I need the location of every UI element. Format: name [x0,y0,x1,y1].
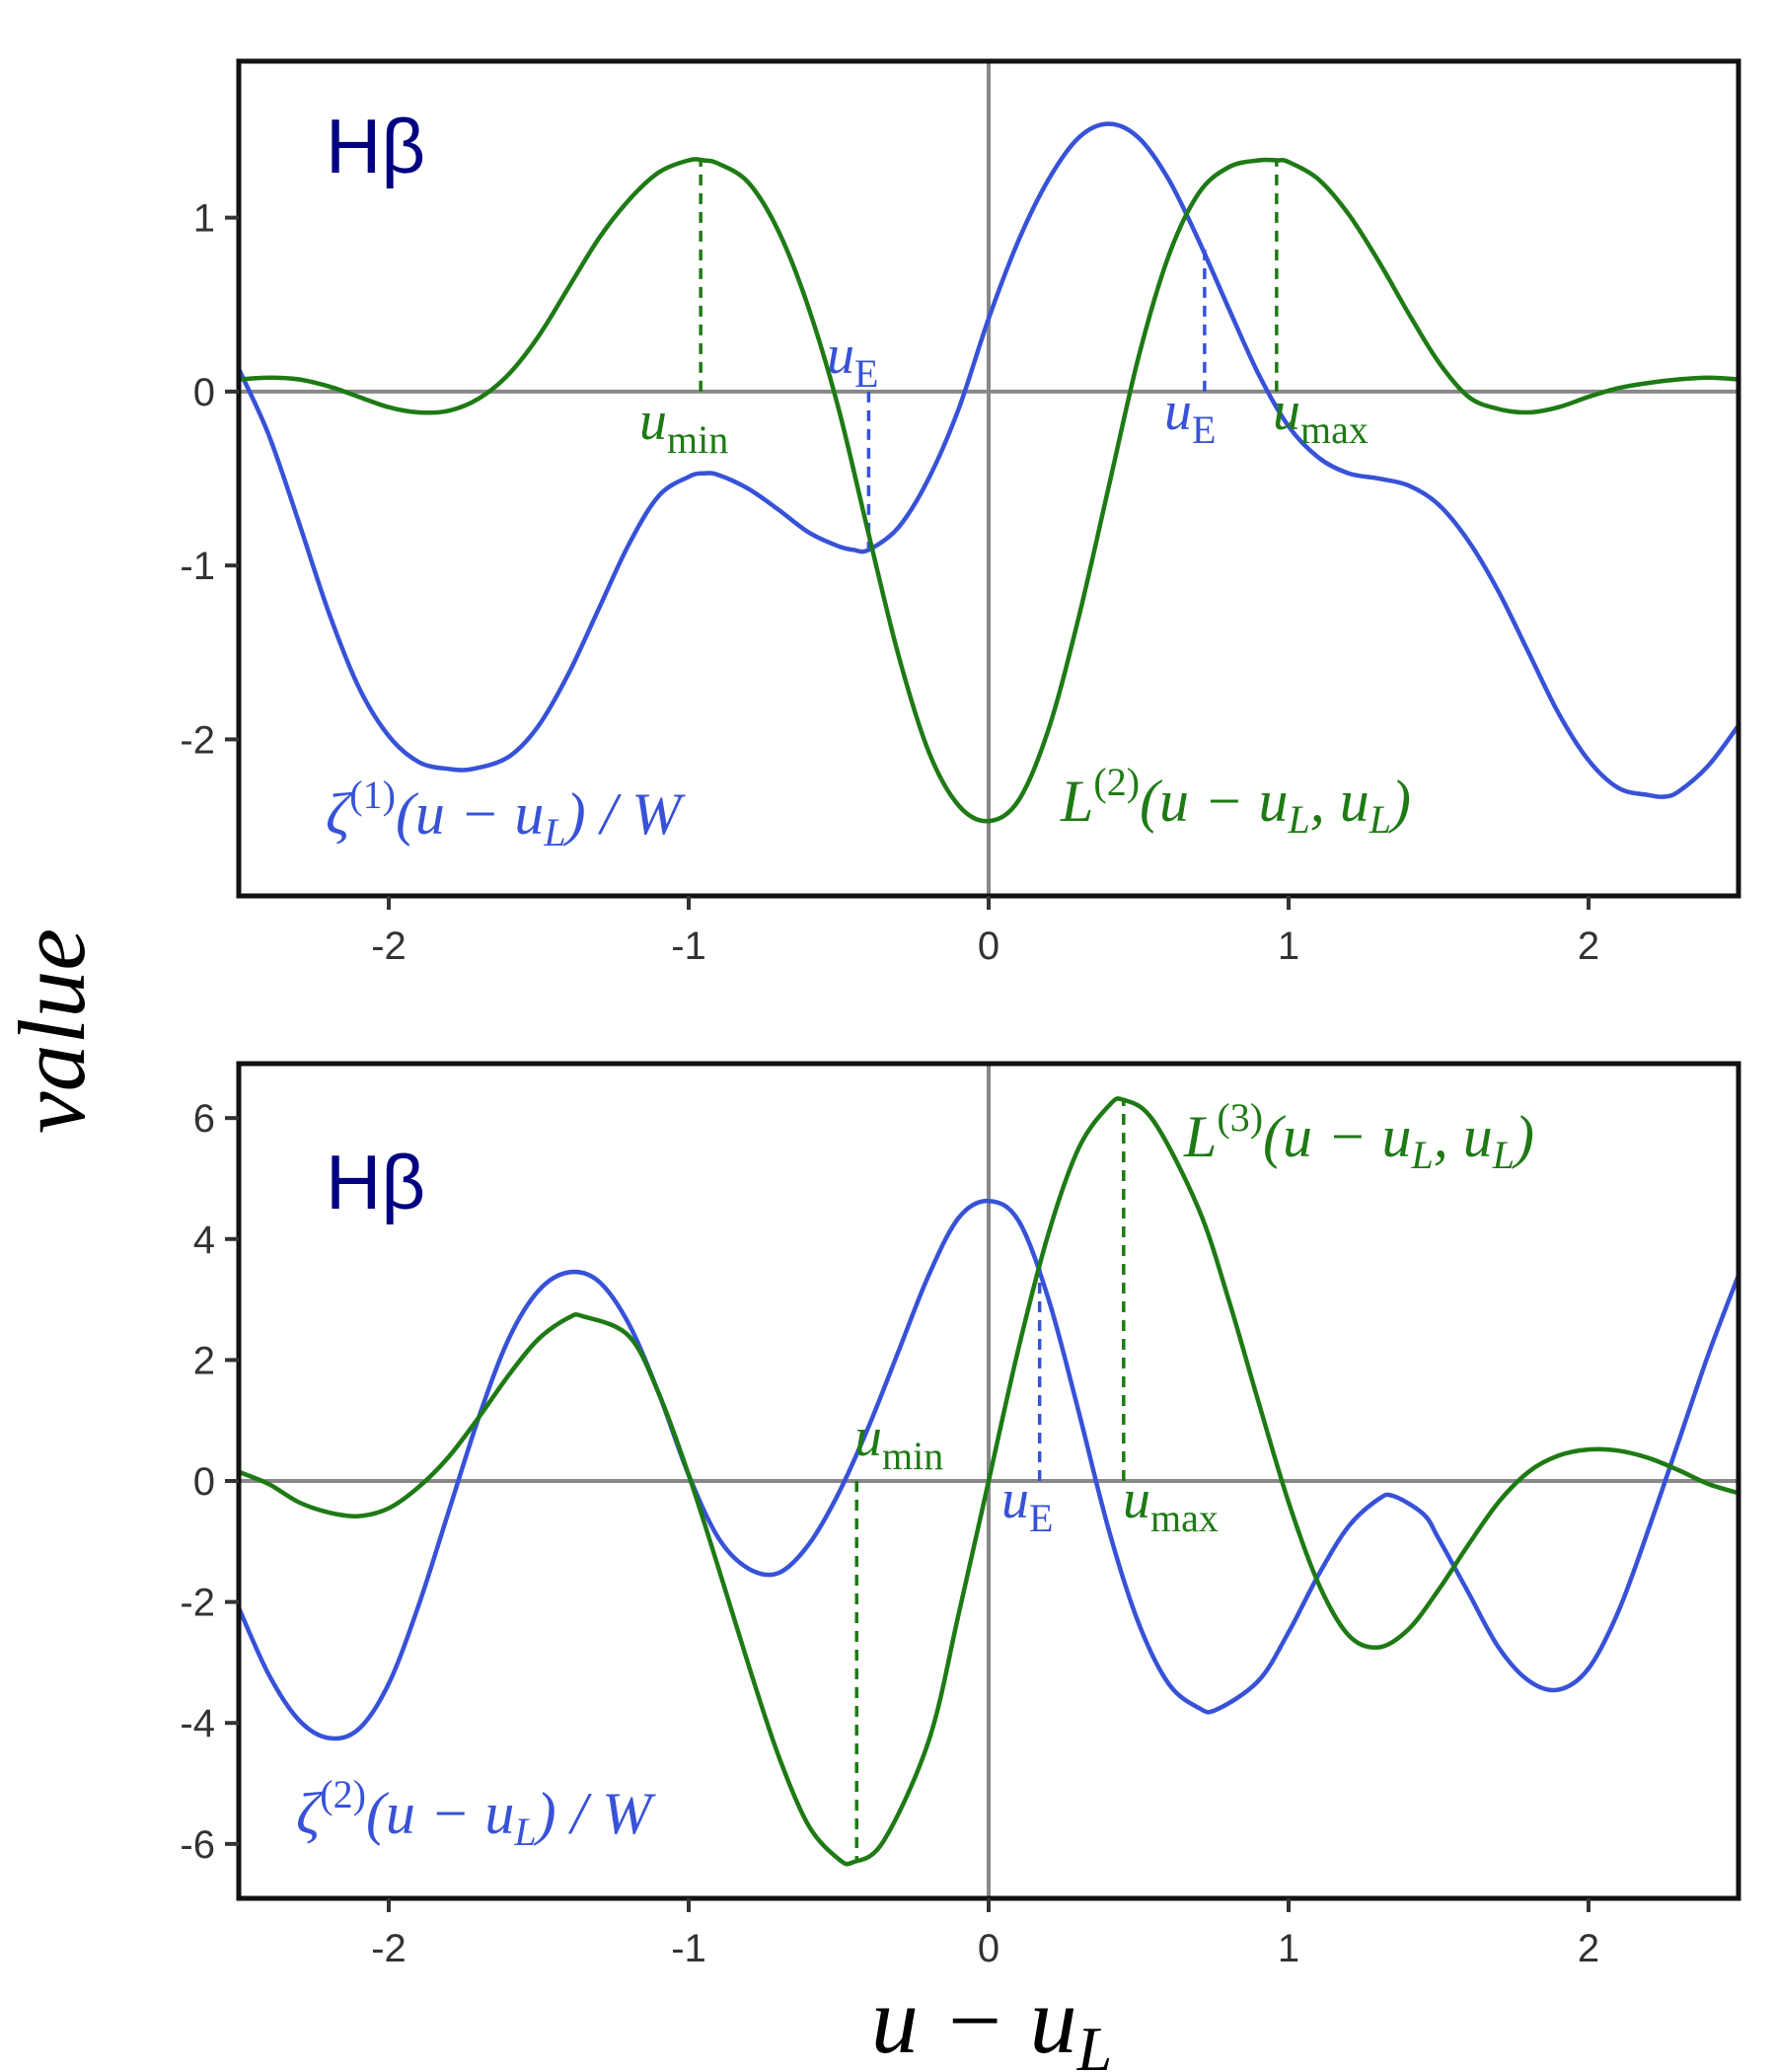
green-label-sub2: L [1492,1133,1515,1177]
marker-var: u [1001,1469,1029,1530]
series-line-blue [239,121,1739,799]
x-tick-label: 1 [1278,925,1299,968]
panel-2-tag: Hβ [326,1139,425,1225]
green-label-sup: (2) [1093,760,1140,804]
green-label-mid: , u [1310,769,1369,834]
x-tick-label: 1 [1278,1927,1299,1970]
marker-var: u [639,391,667,452]
green-label-head: L [1183,1104,1217,1169]
marker-var: u [1123,1469,1150,1530]
y-tick-label: -2 [180,718,215,762]
y-tick-label: -1 [180,545,215,588]
marker-sub: max [1150,1496,1219,1540]
marker-var: u [854,1407,882,1468]
blue-label-tail: ) / W [563,781,687,847]
blue-label-sub: L [543,810,565,854]
marker-sub: min [882,1434,943,1478]
panel-1-marker-label-ue-left: uE [827,325,878,396]
green-label-sub2: L [1369,797,1391,842]
y-axis-title: value [0,928,105,1134]
green-label-sub: L [1410,1133,1433,1177]
panel-2-green-label: L(3)(u − uL, uL) [1183,1095,1534,1177]
marker-sub: E [1029,1496,1053,1540]
series-line-green [239,157,1739,824]
plot-area [239,61,1739,896]
blue-label-sup: (1) [349,773,396,817]
plot-area [239,1064,1739,1898]
y-tick-label: 1 [193,197,215,241]
series-line-green [239,1096,1739,1867]
panel-1: -2 -1 0 1 2-2-101 Hβ ζ(1)(u − uL) / W L(2)(u… [180,58,1741,968]
green-label-sup: (3) [1217,1095,1263,1140]
marker-sub: max [1300,407,1369,452]
y-tick-label: 0 [193,1460,215,1504]
x-tick-label: 2 [1578,925,1599,968]
panel-1-plot [239,61,1739,896]
x-axis-title: u − uL [871,1967,1112,2072]
panel-2-plot [239,1064,1739,1898]
panel-1-ticks: -2 -1 0 1 2 -2 -1 0 1 [180,197,1599,968]
green-label-body: (u − u [1140,769,1288,834]
marker-sub: min [667,417,728,462]
green-label-sub: L [1287,797,1309,842]
panel-1-marker-label-umin: umin [639,391,728,462]
x-tick-label: 0 [978,1927,999,1970]
panel-1-marker-label-umax: umax [1273,381,1369,452]
marker-var: u [1273,381,1300,442]
panel-2-ticks: -2 -1 0 1 2 -6 -4 -2 0 2 4 6 [180,1097,1599,1970]
blue-label-sub: L [513,1810,536,1854]
blue-label-sup: (2) [320,1772,366,1816]
green-label-tail: ) [1512,1104,1534,1169]
x-tick-label: -2 [371,925,407,968]
x-axis-title-sub: L [1076,2014,1113,2072]
x-tick-label: -2 [371,1927,407,1970]
marker-var: u [827,325,854,386]
green-label-mid: , u [1434,1104,1493,1169]
blue-label-body: (u − u [396,781,544,847]
y-tick-label: 0 [193,371,215,414]
panel-1-tag: Hβ [326,103,425,189]
x-axis-title-main: u − u [871,1967,1077,2072]
blue-label-head: ζ [296,1781,324,1846]
x-tick-label: 2 [1578,1927,1599,1970]
green-label-tail: ) [1388,769,1411,834]
marker-var: u [1164,381,1192,442]
green-label-body: (u − u [1263,1104,1411,1169]
series-line-blue [239,1198,1739,1741]
y-tick-label: -2 [180,1582,215,1625]
y-tick-label: -4 [180,1702,215,1745]
blue-label-head: ζ [326,781,353,847]
x-tick-label: -1 [671,925,706,968]
x-tick-label: -1 [671,1927,706,1970]
y-tick-label: 4 [193,1219,215,1262]
panel-2-blue-label: ζ(2)(u − uL) / W [296,1772,656,1854]
marker-sub: E [854,351,878,396]
y-tick-label: -6 [180,1823,215,1867]
y-tick-label: 6 [193,1097,215,1141]
blue-label-body: (u − u [366,1781,514,1846]
y-tick-label: 2 [193,1339,215,1382]
panel-2-marker-label-umin: umin [854,1407,943,1478]
marker-sub: E [1192,407,1216,452]
panel-1-green-label: L(2)(u − uL, uL) [1060,760,1411,842]
blue-label-tail: ) / W [534,1781,657,1846]
panel-2-marker-label-umax: umax [1123,1469,1219,1540]
panel-2-marker-label-ue: uE [1001,1469,1053,1540]
x-tick-label: 0 [978,925,999,968]
panel-1-marker-label-ue-right: uE [1164,381,1216,452]
panel-1-blue-label: ζ(1)(u − uL) / W [326,773,686,854]
green-label-head: L [1060,769,1093,834]
